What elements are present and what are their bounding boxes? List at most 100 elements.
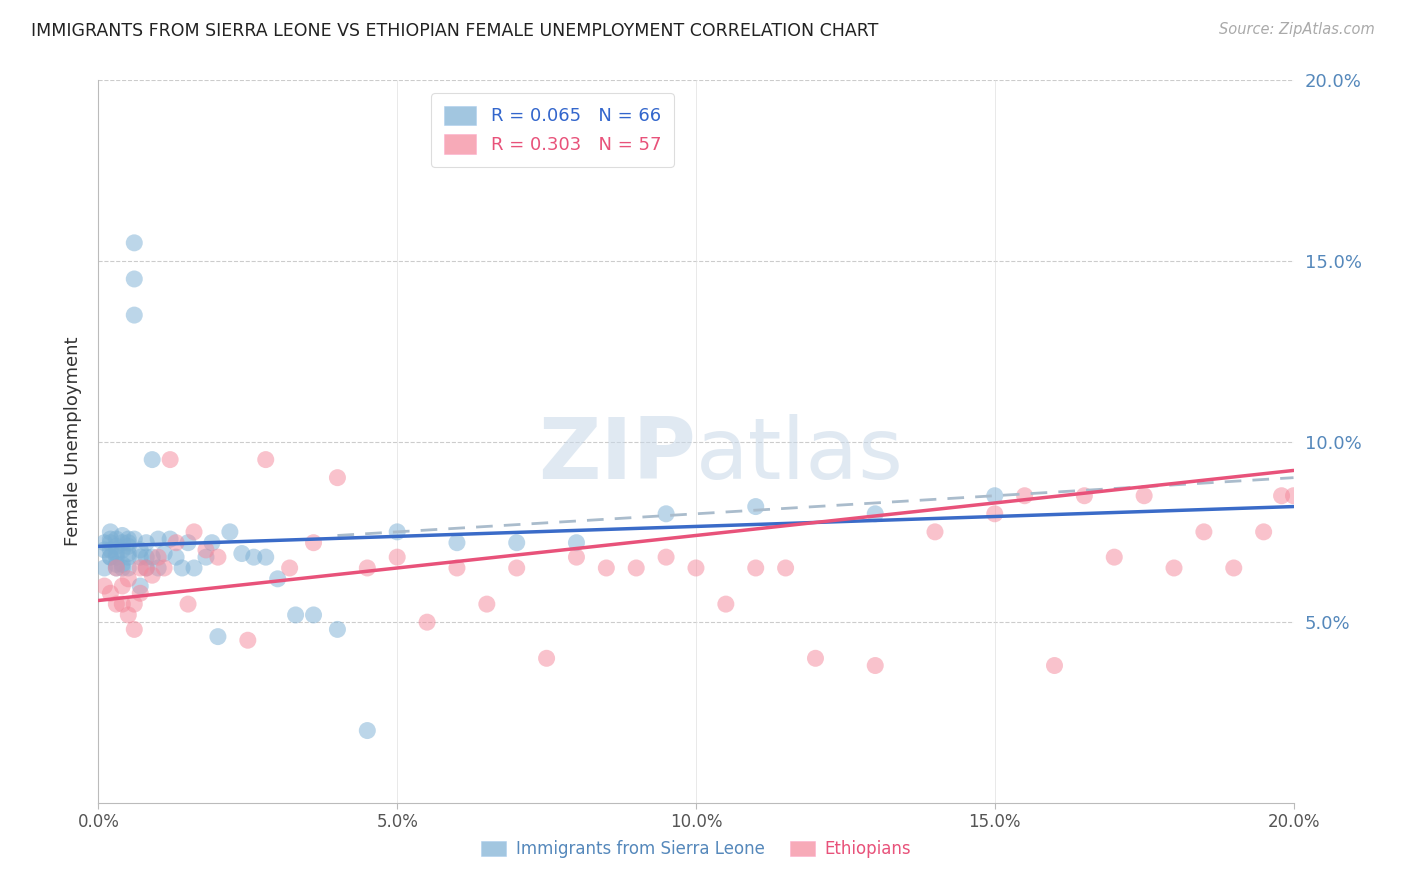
Point (416, 615, 439, 630)
Point (236, 633, 259, 648)
Point (105, 547, 128, 561)
Point (141, 550, 163, 565)
Point (1163, 561, 1185, 575)
Point (93, 579, 115, 593)
Point (124, 272, 146, 286)
Point (655, 507, 678, 521)
Point (207, 630, 229, 644)
Point (865, 507, 887, 521)
Point (105, 539, 128, 553)
Point (165, 535, 187, 549)
Point (284, 607, 307, 622)
Point (595, 561, 617, 575)
Point (98, 586, 122, 600)
Point (924, 524, 946, 539)
Point (1014, 489, 1036, 503)
Point (446, 561, 468, 575)
Point (254, 452, 277, 467)
Point (655, 550, 678, 565)
Point (159, 452, 181, 467)
Point (1073, 489, 1095, 503)
Point (565, 550, 588, 565)
Point (117, 539, 139, 553)
Point (111, 528, 134, 542)
Point (984, 507, 1007, 521)
Point (98, 550, 122, 565)
Point (124, 308, 146, 322)
Point (1133, 489, 1156, 503)
Point (98, 550, 122, 565)
Point (117, 572, 139, 586)
Point (105, 561, 128, 575)
Point (195, 550, 218, 565)
Point (98, 532, 122, 546)
Point (385, 524, 409, 539)
Point (148, 550, 170, 565)
Point (98, 535, 122, 549)
Point (1223, 561, 1246, 575)
Point (326, 623, 349, 637)
Point (326, 471, 349, 485)
Point (177, 535, 200, 549)
Point (129, 561, 152, 575)
Point (536, 651, 558, 665)
Point (745, 561, 768, 575)
Text: ZIP: ZIP (538, 415, 696, 498)
Point (475, 597, 498, 611)
Point (356, 561, 378, 575)
Point (865, 658, 887, 673)
Text: IMMIGRANTS FROM SIERRA LEONE VS ETHIOPIAN FEMALE UNEMPLOYMENT CORRELATION CHART: IMMIGRANTS FROM SIERRA LEONE VS ETHIOPIA… (31, 22, 879, 40)
Point (626, 561, 648, 575)
Point (506, 535, 529, 549)
Point (1282, 489, 1305, 503)
Point (93, 542, 115, 557)
Point (124, 235, 146, 250)
Point (1271, 489, 1294, 503)
Point (111, 597, 134, 611)
Point (984, 489, 1007, 503)
Point (98, 524, 122, 539)
Point (159, 532, 181, 546)
Point (124, 597, 146, 611)
Point (135, 550, 157, 565)
Point (302, 607, 325, 622)
Point (135, 561, 157, 575)
Point (129, 579, 152, 593)
Point (117, 535, 139, 549)
Point (1253, 524, 1275, 539)
Point (745, 500, 768, 514)
Point (98, 542, 122, 557)
Point (267, 572, 290, 586)
Point (117, 532, 139, 546)
Point (685, 561, 707, 575)
Point (111, 579, 134, 593)
Point (254, 550, 277, 565)
Point (385, 550, 409, 565)
Legend: Immigrants from Sierra Leone, Ethiopians: Immigrants from Sierra Leone, Ethiopians (472, 832, 920, 867)
Point (201, 535, 224, 549)
Point (1104, 550, 1126, 565)
Point (243, 550, 266, 565)
Point (111, 558, 134, 572)
Point (117, 607, 139, 622)
Point (117, 561, 139, 575)
Point (195, 542, 218, 557)
Point (111, 561, 134, 575)
Point (153, 547, 176, 561)
Point (356, 723, 378, 738)
Point (804, 651, 827, 665)
Point (231, 547, 253, 561)
Point (141, 568, 163, 582)
Point (148, 532, 170, 546)
Point (105, 550, 128, 565)
Point (183, 561, 205, 575)
Point (714, 597, 737, 611)
Point (93, 561, 115, 575)
Point (153, 561, 176, 575)
Y-axis label: Female Unemployment: Female Unemployment (65, 337, 83, 546)
Point (1192, 524, 1215, 539)
Point (219, 524, 242, 539)
Point (207, 550, 229, 565)
Point (105, 597, 128, 611)
Point (1043, 658, 1066, 673)
